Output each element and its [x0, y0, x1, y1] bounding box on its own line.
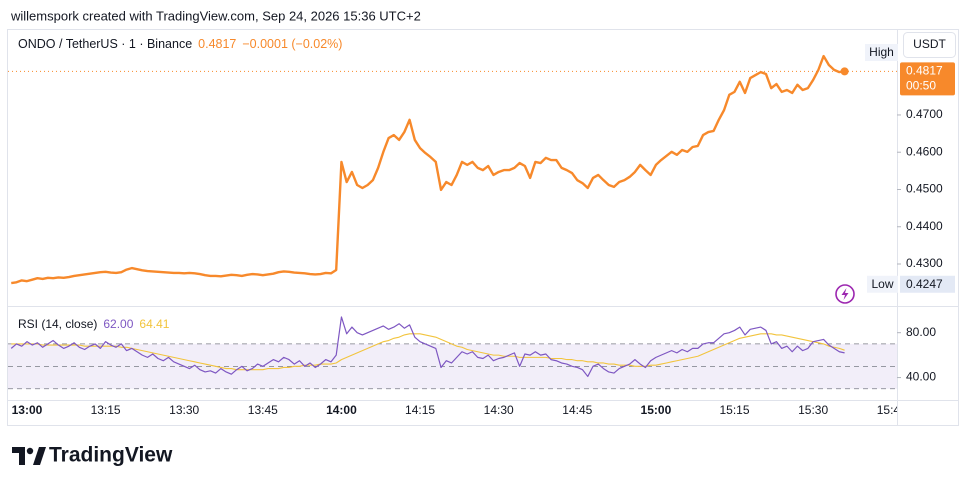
legend: ONDO / TetherUS · 1 · Binance 0.4817 −0.00… [18, 37, 342, 51]
rsi-value: 62.00 [103, 317, 133, 331]
time-axis: 13:00 13:15 13:30 13:45 14:00 14:15 14:30 14:45… [12, 403, 907, 417]
x-tick-label: 14:15 [405, 403, 435, 417]
brand-logo [12, 447, 46, 465]
brand: TradingView [49, 444, 173, 467]
x-tick-label: 14:45 [562, 403, 592, 417]
low-value: 0.4247 [906, 277, 943, 291]
x-tick-label: 15:30 [798, 403, 828, 417]
x-tick-label: 15:00 [641, 403, 672, 417]
last-price-badge [900, 62, 955, 96]
x-tick-label: 13:15 [91, 403, 121, 417]
x-tick-label: 15:15 [720, 403, 750, 417]
series-line [11, 333, 845, 371]
symbol: ONDO / TetherUS · 1 · Binance [18, 37, 192, 51]
low-label-bg [867, 275, 898, 293]
countdown: 00:50 [906, 79, 936, 93]
x-tick-label: 15:45 [877, 403, 907, 417]
rsi-name: RSI (14, close) [18, 317, 97, 331]
y-tick-label: 0.4500 [906, 182, 943, 196]
credit: willemspork created with TradingView.com… [10, 8, 421, 23]
high-label-bg [865, 44, 898, 61]
x-tick-label: 13:00 [12, 403, 43, 417]
x-tick-label: 13:30 [169, 403, 199, 417]
x-tick-label: 14:30 [484, 403, 514, 417]
y-tick-label: 80.00 [906, 325, 936, 339]
y-tick-label: 0.4400 [906, 219, 943, 233]
low-value-bg [900, 275, 955, 293]
y-tick-label: 0.4600 [906, 144, 943, 158]
rsi-ma-value: 64.41 [139, 317, 169, 331]
x-tick-label: 13:45 [248, 403, 278, 417]
frame [7, 29, 959, 426]
low-label: Low [871, 277, 893, 291]
alert-icon [835, 284, 855, 304]
y-tick-label: 0.4700 [906, 107, 943, 121]
last-point [840, 67, 849, 76]
high-label: High [869, 45, 894, 59]
rsi-legend: RSI (14, close) 62.00 64.41 [18, 317, 170, 331]
rsi-title: RSI (14, close) 62.00 64.41 [18, 317, 170, 331]
currency-box [903, 32, 956, 58]
last-price-label: 0.4817 [906, 64, 943, 78]
y-tick-label: 40.00 [906, 370, 936, 384]
currency: USDT [913, 37, 946, 51]
series-line [10, 316, 845, 378]
series-line [11, 54, 845, 285]
change: −0.0001 (−0.02%) [242, 37, 342, 51]
last-price: 0.4817 [198, 37, 236, 51]
x-tick-label: 14:00 [326, 403, 357, 417]
y-tick-label: 0.4300 [906, 256, 943, 270]
